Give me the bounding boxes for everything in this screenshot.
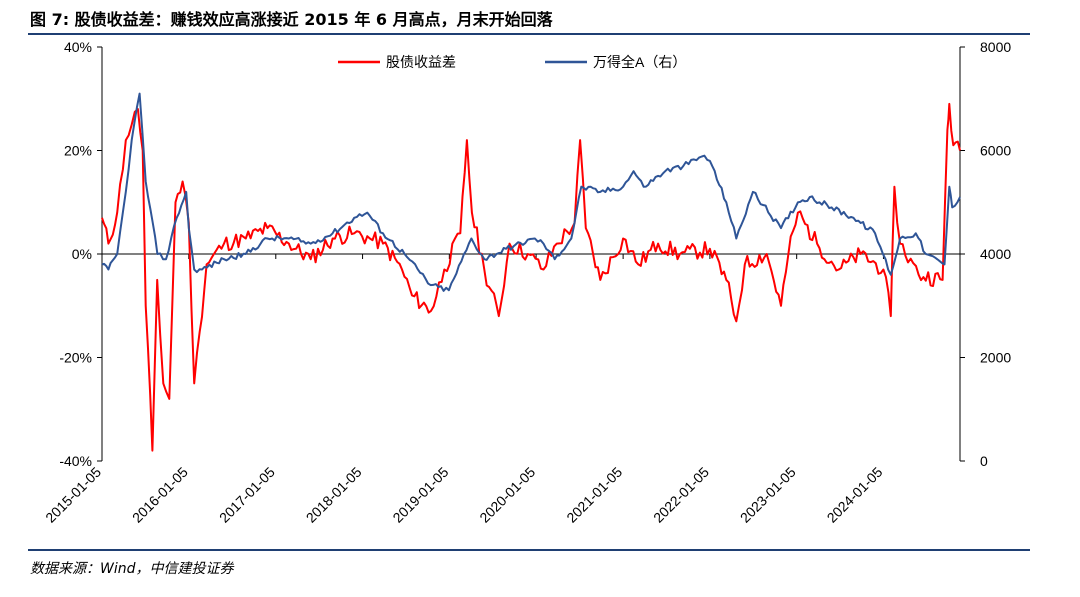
legend-label: 股债收益差: [386, 54, 456, 70]
source-note: 数据来源：Wind，中信建投证券: [30, 561, 234, 577]
x-tick-label: 2015-01-05: [42, 464, 104, 526]
right-tick-label: 4000: [980, 246, 1011, 262]
x-tick-label: 2022-01-05: [650, 464, 712, 526]
left-tick-label: 0%: [72, 246, 92, 262]
x-tick-label: 2021-01-05: [563, 464, 625, 526]
left-tick-label: 20%: [64, 143, 92, 159]
x-tick-label: 2017-01-05: [216, 464, 278, 526]
x-tick-label: 2019-01-05: [389, 464, 451, 526]
series-line-wind-a-index: [101, 92, 961, 292]
legend-label: 万得全A（右）: [593, 54, 686, 70]
right-tick-label: 2000: [980, 350, 1011, 366]
left-tick-label: -40%: [59, 453, 92, 469]
x-tick-label: 2020-01-05: [476, 464, 538, 526]
left-tick-label: 40%: [64, 39, 92, 55]
left-tick-label: -20%: [59, 350, 92, 366]
x-tick-label: 2018-01-05: [303, 464, 365, 526]
series-line-spread: [101, 102, 961, 452]
bottom-rule: [28, 549, 1030, 551]
x-tick-label: 2016-01-05: [129, 464, 191, 526]
right-tick-label: 6000: [980, 143, 1011, 159]
chart-title: 图 7: 股债收益差：赚钱效应高涨接近 2015 年 6 月高点，月末开始回落: [30, 10, 553, 29]
x-tick-label: 2023-01-05: [737, 464, 799, 526]
right-tick-label: 8000: [980, 39, 1011, 55]
right-tick-label: 0: [980, 453, 988, 469]
x-tick-label: 2024-01-05: [824, 464, 886, 526]
top-rule: [28, 33, 1030, 35]
